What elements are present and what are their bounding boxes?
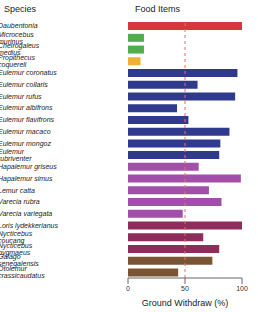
svg-text:Eulemur albifrons: Eulemur albifrons (8, 104, 53, 111)
svg-text:Eulemurrubriventer: Eulemurrubriventer (8, 148, 32, 162)
svg-text:Eulemur collaris: Eulemur collaris (8, 81, 48, 88)
svg-text:Varecia rubra: Varecia rubra (8, 198, 40, 205)
svg-text:0: 0 (126, 285, 130, 292)
svg-text:Hapalemur griseus: Hapalemur griseus (8, 163, 57, 171)
svg-text:Varecia variegata: Varecia variegata (8, 210, 52, 218)
svg-text:Eulemur mongoz: Eulemur mongoz (8, 140, 51, 148)
svg-text:100: 100 (236, 285, 248, 292)
svg-text:Hapalemur simus: Hapalemur simus (8, 175, 53, 183)
svg-text:Eulemur macaco: Eulemur macaco (8, 128, 51, 135)
svg-text:50: 50 (181, 285, 189, 292)
svg-text:Eulemur rufus: Eulemur rufus (8, 93, 42, 100)
svg-text:Eulemur coronatus: Eulemur coronatus (8, 69, 57, 76)
svg-text:Eulemur flavifrons: Eulemur flavifrons (8, 116, 55, 123)
svg-text:Daubentonia: Daubentonia (8, 22, 38, 29)
svg-text:Ground Withdraw (%): Ground Withdraw (%) (142, 298, 229, 308)
svg-text:Loris lydekkerianus: Loris lydekkerianus (8, 222, 58, 230)
html-text:Food Items: Food Items (135, 4, 180, 14)
svg-text:Propithecuscoquereli: Propithecuscoquereli (8, 54, 35, 69)
svg-text:Otolemurcrassicaudatus: Otolemurcrassicaudatus (8, 265, 45, 279)
svg-text:Lemur catta: Lemur catta (8, 187, 35, 194)
html-text:Species: Species (4, 4, 36, 14)
